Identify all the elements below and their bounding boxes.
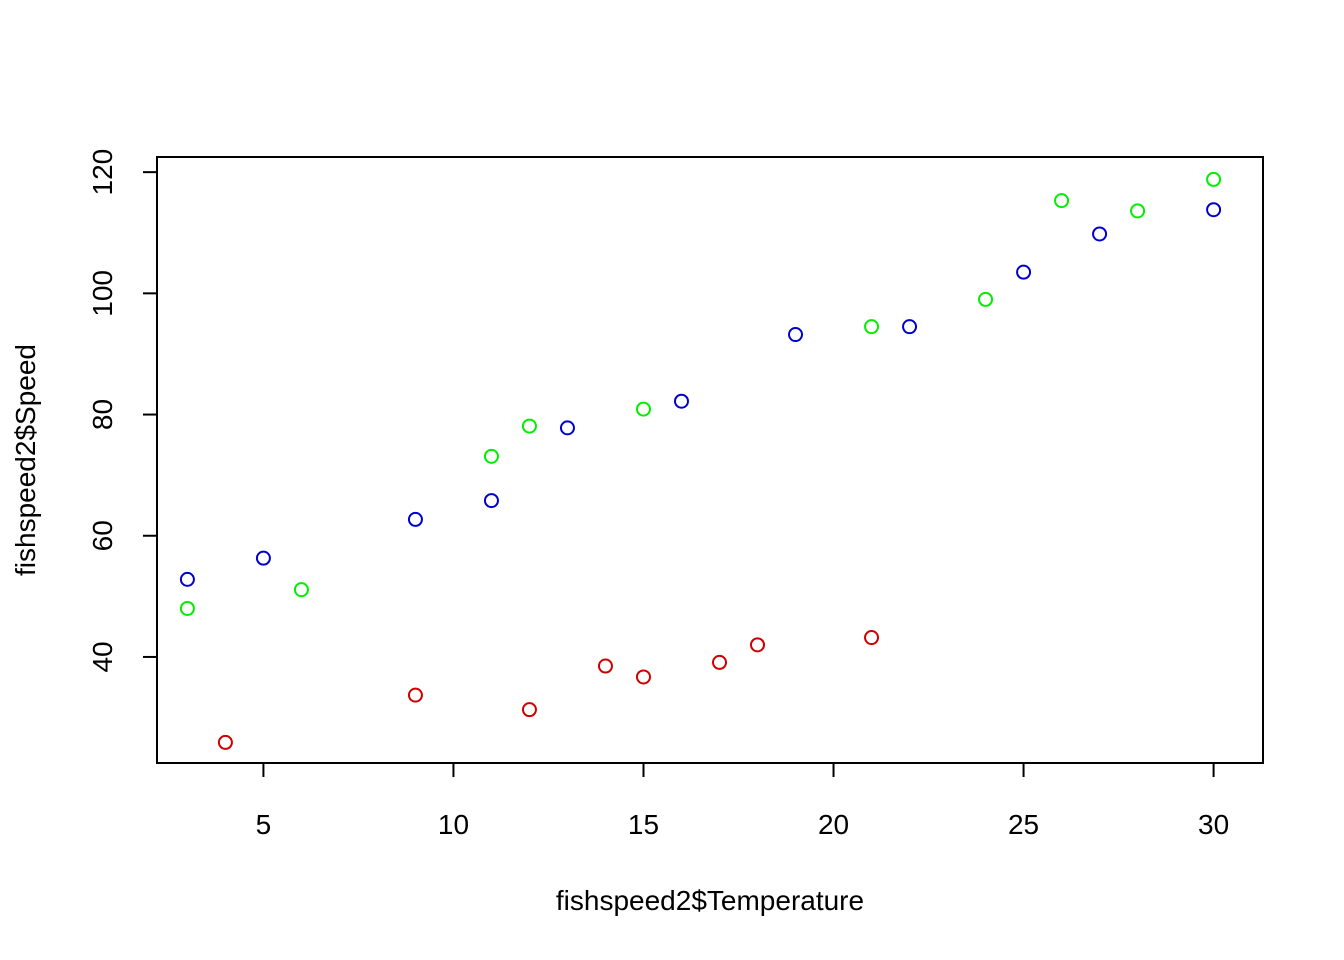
data-point — [864, 319, 880, 335]
data-point — [1092, 226, 1108, 242]
data-point — [635, 401, 651, 417]
y-axis: 40 60 80 100 120 — [87, 149, 158, 673]
data-point — [1206, 202, 1222, 218]
x-tick-label: 5 — [256, 809, 272, 840]
data-point — [1054, 193, 1070, 209]
data-point — [521, 702, 537, 718]
data-point — [179, 600, 195, 616]
data-point — [902, 319, 918, 335]
y-tick-label: 80 — [87, 399, 118, 430]
y-axis-title: fishspeed2$Speed — [10, 344, 41, 576]
data-point — [521, 418, 537, 434]
data-point — [864, 630, 880, 646]
data-point — [788, 327, 804, 343]
x-axis-title: fishspeed2$Temperature — [556, 885, 864, 916]
data-point — [1206, 171, 1222, 187]
data-point — [750, 637, 766, 653]
data-point — [483, 448, 499, 464]
data-point — [597, 658, 613, 674]
y-tick-label: 60 — [87, 520, 118, 551]
data-point — [407, 687, 423, 703]
x-tick-label: 15 — [628, 809, 659, 840]
data-point — [635, 669, 651, 685]
y-tick-label: 100 — [87, 270, 118, 317]
x-tick-label: 10 — [438, 809, 469, 840]
data-point — [1130, 203, 1146, 219]
plot-frame — [156, 156, 1264, 764]
x-tick-label: 25 — [1008, 809, 1039, 840]
data-point — [407, 511, 423, 527]
data-point — [483, 493, 499, 509]
y-tick-label: 40 — [87, 641, 118, 672]
data-point — [1016, 264, 1032, 280]
y-tick-label: 120 — [87, 149, 118, 196]
data-point — [712, 654, 728, 670]
data-point — [217, 734, 233, 750]
data-points — [179, 171, 1222, 750]
x-tick-label: 20 — [818, 809, 849, 840]
data-point — [559, 420, 575, 436]
data-point — [179, 571, 195, 587]
x-tick-label: 30 — [1198, 809, 1229, 840]
data-point — [978, 291, 994, 307]
data-point — [293, 582, 309, 598]
x-axis: 5 10 15 20 25 30 — [256, 762, 1229, 840]
data-point — [673, 393, 689, 409]
data-point — [255, 550, 271, 566]
